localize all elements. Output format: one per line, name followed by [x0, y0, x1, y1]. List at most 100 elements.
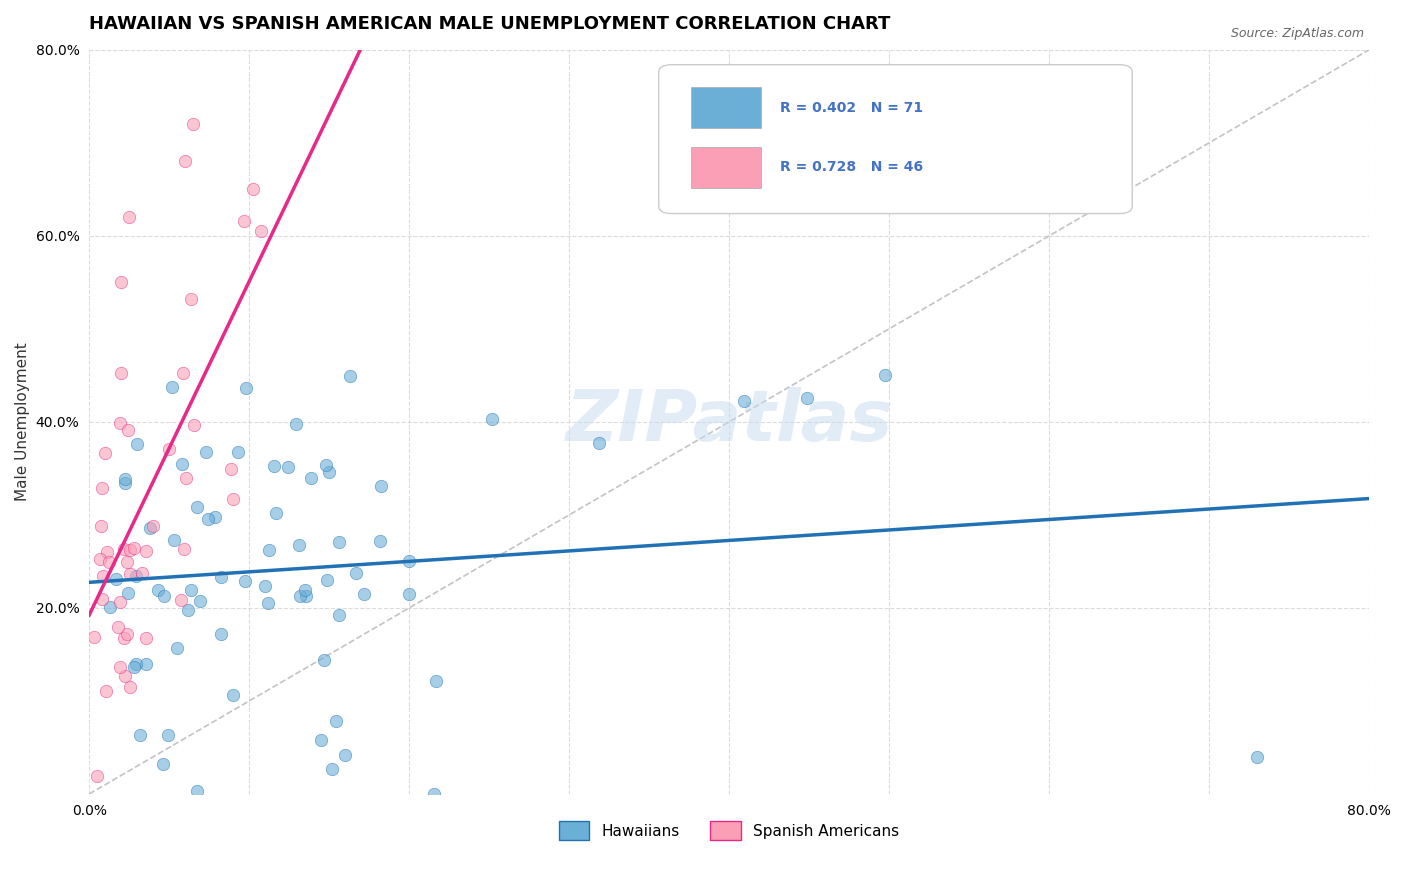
Point: [339, 368, 361, 383]
Point: [180, 292, 202, 306]
Point: [290, 589, 312, 603]
Text: ZIPatlas: ZIPatlas: [565, 387, 893, 457]
Point: [318, 465, 340, 479]
Point: [733, 394, 755, 409]
Y-axis label: Male Unemployment: Male Unemployment: [15, 343, 30, 501]
Text: R = 0.402   N = 71: R = 0.402 N = 71: [780, 101, 924, 115]
Point: [344, 566, 367, 580]
Point: [146, 582, 169, 597]
Point: [321, 762, 343, 776]
Point: [127, 437, 149, 451]
Point: [142, 519, 165, 533]
Point: [114, 475, 136, 490]
Point: [96, 545, 118, 559]
Point: [425, 673, 447, 688]
Point: [370, 478, 392, 492]
Point: [315, 458, 337, 472]
Point: [315, 573, 337, 587]
Point: [104, 572, 127, 586]
Point: [110, 595, 132, 609]
Point: [263, 459, 285, 474]
Point: [108, 416, 131, 430]
Point: [197, 511, 219, 525]
Point: [110, 366, 132, 380]
Point: [112, 631, 135, 645]
Point: [277, 460, 299, 475]
Point: [259, 542, 281, 557]
Point: [233, 214, 256, 228]
Point: [242, 182, 264, 196]
Point: [235, 381, 257, 395]
Point: [114, 669, 136, 683]
Point: [398, 587, 420, 601]
Point: [173, 542, 195, 557]
Point: [266, 506, 288, 520]
Point: [301, 471, 323, 485]
Point: [118, 211, 141, 225]
Point: [172, 458, 194, 472]
Point: [108, 659, 131, 673]
Point: [295, 590, 318, 604]
Point: [253, 579, 276, 593]
Point: [156, 728, 179, 742]
Point: [98, 600, 121, 615]
FancyBboxPatch shape: [690, 87, 761, 128]
Point: [120, 680, 142, 694]
Point: [90, 518, 112, 533]
FancyBboxPatch shape: [659, 65, 1132, 213]
Point: [93, 446, 115, 460]
Point: [120, 542, 142, 557]
Point: [1246, 749, 1268, 764]
Point: [83, 630, 105, 644]
Point: [128, 728, 150, 742]
Point: [186, 500, 208, 514]
Point: [112, 541, 135, 556]
Point: [114, 472, 136, 486]
Point: [222, 688, 245, 702]
Point: [86, 769, 108, 783]
Point: [172, 366, 194, 380]
Point: [183, 417, 205, 432]
Point: [89, 551, 111, 566]
Point: [174, 471, 197, 485]
Point: [481, 412, 503, 426]
Point: [325, 714, 347, 728]
Point: [163, 533, 186, 547]
Point: [180, 582, 202, 597]
Point: [174, 154, 197, 169]
Point: [368, 533, 391, 548]
Point: [96, 684, 118, 698]
Point: [294, 582, 316, 597]
Point: [353, 587, 375, 601]
Point: [91, 568, 114, 582]
Point: [181, 117, 204, 131]
Point: [110, 276, 132, 290]
Text: HAWAIIAN VS SPANISH AMERICAN MALE UNEMPLOYMENT CORRELATION CHART: HAWAIIAN VS SPANISH AMERICAN MALE UNEMPL…: [89, 15, 890, 33]
Point: [328, 607, 350, 622]
Point: [125, 657, 148, 671]
Point: [135, 657, 157, 671]
Point: [139, 520, 162, 534]
Point: [188, 593, 211, 607]
Point: [423, 787, 446, 801]
Point: [177, 603, 200, 617]
Point: [117, 423, 139, 437]
Point: [226, 445, 249, 459]
Point: [312, 653, 335, 667]
Point: [284, 417, 307, 431]
Point: [160, 379, 183, 393]
Point: [169, 592, 191, 607]
Point: [257, 596, 280, 610]
Point: [157, 442, 180, 456]
Point: [209, 570, 232, 584]
Point: [875, 368, 897, 383]
Point: [124, 541, 146, 555]
Point: [91, 481, 114, 495]
Point: [233, 574, 256, 589]
FancyBboxPatch shape: [690, 146, 761, 187]
Point: [335, 747, 357, 762]
Text: Source: ZipAtlas.com: Source: ZipAtlas.com: [1230, 27, 1364, 40]
Point: [135, 632, 157, 646]
Point: [588, 436, 610, 450]
Legend: Hawaiians, Spanish Americans: Hawaiians, Spanish Americans: [553, 815, 905, 846]
